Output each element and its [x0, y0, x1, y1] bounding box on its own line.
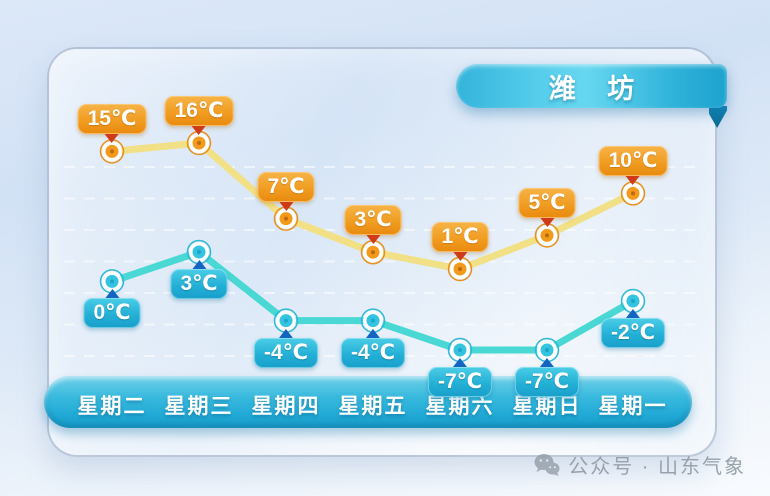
high-temperature-point: [458, 267, 462, 271]
weekday-label: 星期二: [77, 395, 147, 418]
low-temperature-label: -7℃: [514, 367, 580, 397]
high-temperature-label: 1℃: [431, 222, 489, 252]
high-temperature-point: [631, 191, 635, 196]
weekday-label: 星期三: [164, 395, 234, 418]
weekday-label: 星期六: [425, 395, 495, 418]
high-temperature-label: 3℃: [344, 205, 402, 236]
high-temperature-point: [371, 250, 375, 255]
city-title: 潍 坊: [548, 73, 647, 104]
low-temperature-point: [458, 348, 462, 352]
low-temperature-point: [110, 279, 114, 284]
footer-text: 公众号 · 山东气象: [568, 456, 746, 478]
low-temperature-point: [545, 348, 549, 352]
low-temperature-point: [631, 299, 635, 303]
weekday-label: 星期四: [251, 395, 321, 418]
low-temperature-label: -2℃: [600, 318, 666, 348]
low-temperature-label: -4℃: [340, 337, 406, 368]
low-temperature-point: [371, 318, 375, 323]
high-temperature-point: [284, 216, 288, 221]
high-temperature-label: 15℃: [77, 104, 147, 135]
city-ribbon: 潍 坊: [456, 64, 727, 108]
day-axis-bar: [44, 376, 692, 428]
low-temperature-point: [284, 318, 288, 323]
high-temperature-label: 7℃: [257, 171, 315, 202]
weekday-label: 星期一: [598, 395, 668, 418]
low-temperature-label: -4℃: [253, 337, 319, 368]
low-temperature-label: 0℃: [83, 298, 141, 329]
footer-credit: 公众号 · 山东气象: [534, 450, 746, 479]
high-temperature-label: 10℃: [598, 146, 668, 177]
high-temperature-point: [545, 233, 549, 238]
weekday-label: 星期五: [338, 395, 408, 418]
low-temperature-label: 3℃: [170, 269, 228, 299]
high-temperature-label: 16℃: [164, 96, 234, 126]
wechat-icon: [534, 453, 560, 476]
weekday-label: 星期日: [512, 395, 582, 418]
low-temperature-label: -7℃: [427, 367, 493, 397]
high-temperature-point: [197, 141, 201, 145]
high-temperature-point: [110, 149, 114, 154]
low-temperature-point: [197, 250, 201, 254]
high-temperature-label: 5℃: [518, 188, 576, 219]
